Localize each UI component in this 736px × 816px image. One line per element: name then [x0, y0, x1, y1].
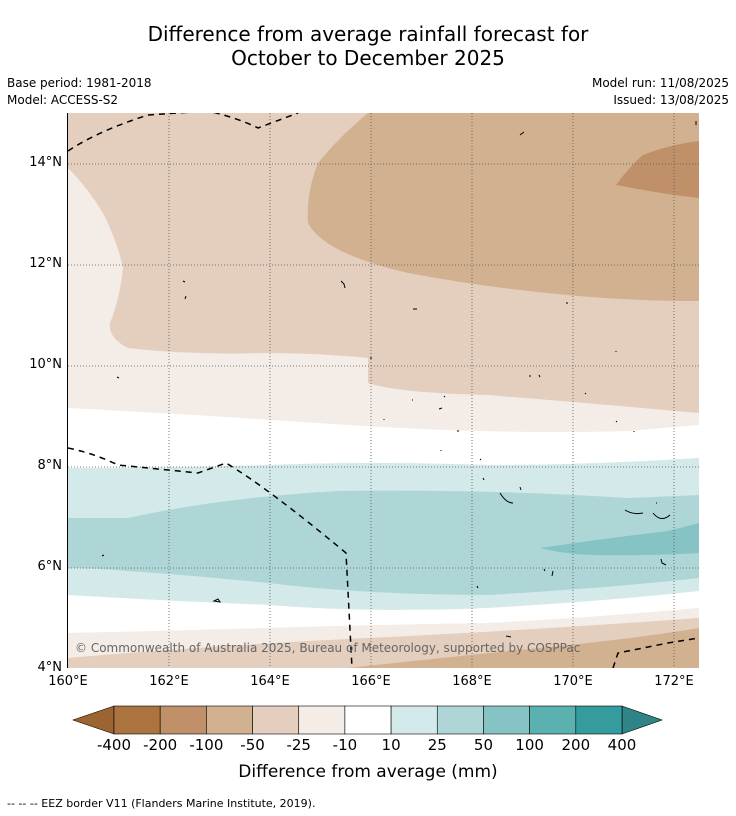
colorbar-tick-label: -400: [96, 736, 132, 754]
rainfall-map: [67, 113, 699, 668]
model-run: Model run: 11/08/2025: [591, 76, 729, 90]
x-tick-172e: 172°E: [654, 674, 694, 689]
colorbar-cell: [159, 705, 207, 735]
colorbar-tick-label: 10: [381, 736, 401, 754]
base-period: Base period: 1981-2018: [7, 76, 152, 90]
colorbar-cell: [529, 705, 577, 735]
meta-left: Base period: 1981-2018 Model: ACCESS-S2: [7, 75, 152, 109]
colorbar-tick-label: 50: [473, 736, 493, 754]
y-tick-6n: 6°N: [37, 559, 63, 574]
band-minus-100-to-minus-200: [616, 141, 699, 198]
band-minus-50-to-minus-100-south: [348, 628, 699, 668]
title-line-2: October to December 2025: [231, 46, 505, 70]
colorbar-tick-label: -200: [143, 736, 178, 754]
colorbar-tick-label: -25: [286, 736, 311, 754]
colorbar-cell: [113, 705, 161, 735]
y-tick-4n: 4°N: [37, 660, 63, 675]
colorbar-cell: [390, 705, 438, 735]
x-tick-166e: 166°E: [351, 674, 391, 689]
band-minus-50-to-minus-100: [307, 113, 699, 301]
colorbar-title: Difference from average (mm): [238, 762, 498, 782]
eez-borders: [68, 113, 699, 668]
colorbar-under-triangle: [72, 705, 115, 735]
islands: [101, 121, 697, 638]
colorbar-over-triangle: [621, 705, 663, 735]
eez-legend-note: -- -- -- EEZ border V11 (Flanders Marine…: [7, 797, 316, 810]
colorbar: [72, 705, 663, 735]
title-line-1: Difference from average rainfall forecas…: [147, 22, 589, 46]
x-tick-168e: 168°E: [452, 674, 492, 689]
band-minus-10-to-10: [68, 408, 699, 468]
colorbar-cell: [206, 705, 253, 735]
map-title: Difference from average rainfall forecas…: [0, 22, 736, 70]
copyright-notice: © Commonwealth of Australia 2025, Bureau…: [75, 641, 581, 655]
model-name: Model: ACCESS-S2: [7, 93, 119, 107]
colorbar-tick-label: -100: [189, 736, 224, 754]
band-50-to-100: [540, 523, 699, 556]
colorbar-cell: [436, 705, 484, 735]
colorbar-tick-label: 200: [561, 736, 591, 754]
colorbar-tick-label: -10: [332, 736, 358, 754]
x-tick-160e: 160°E: [48, 674, 88, 689]
x-tick-162e: 162°E: [149, 674, 189, 689]
colorbar-tick-label: -50: [240, 736, 265, 754]
colorbar-cell: [252, 705, 300, 735]
x-tick-164e: 164°E: [250, 674, 290, 689]
band-minus-10-to-10-south: [68, 591, 699, 633]
colorbar-cell: [575, 705, 623, 735]
x-tick-170e: 170°E: [553, 674, 593, 689]
issued-date: Issued: 13/08/2025: [613, 93, 729, 107]
y-tick-10n: 10°N: [29, 357, 62, 372]
y-tick-12n: 12°N: [29, 256, 62, 271]
gridlines: [68, 113, 699, 668]
colorbar-cell: [344, 705, 392, 735]
colorbar-tick-label: 100: [515, 736, 544, 754]
y-tick-8n: 8°N: [37, 458, 63, 473]
meta-right: Model run: 11/08/2025 Issued: 13/08/2025: [592, 75, 729, 109]
colorbar-tick-label: 400: [607, 736, 637, 754]
colorbar-cell: [483, 705, 530, 735]
y-tick-14n: 14°N: [29, 155, 62, 170]
band-25-to-50: [68, 490, 699, 595]
colorbar-cell: [298, 705, 346, 735]
colorbar-tick-label: 25: [427, 736, 447, 754]
